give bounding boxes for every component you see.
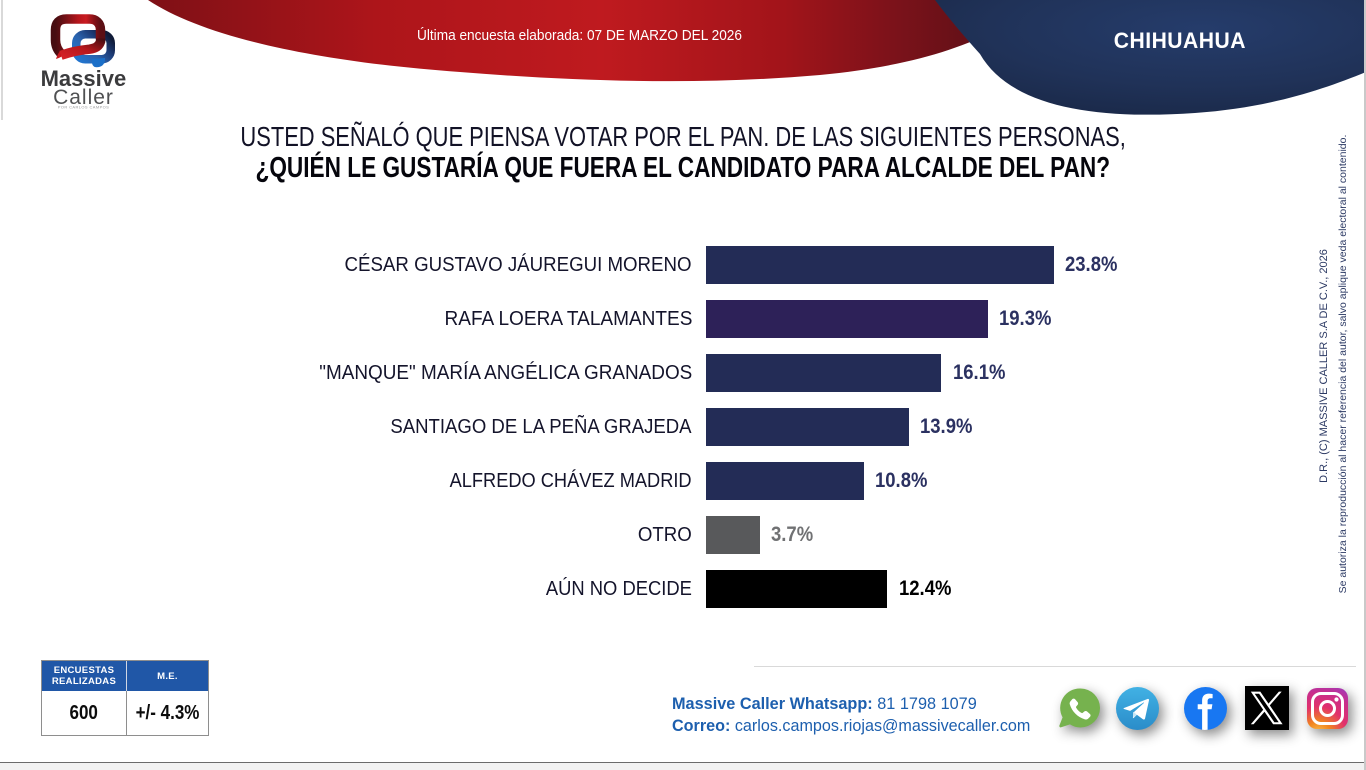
- svg-text:Massive: Massive: [41, 66, 127, 91]
- svg-text:POR CARLOS CAMPOS: POR CARLOS CAMPOS: [58, 104, 109, 109]
- svg-text:Caller: Caller: [53, 86, 114, 109]
